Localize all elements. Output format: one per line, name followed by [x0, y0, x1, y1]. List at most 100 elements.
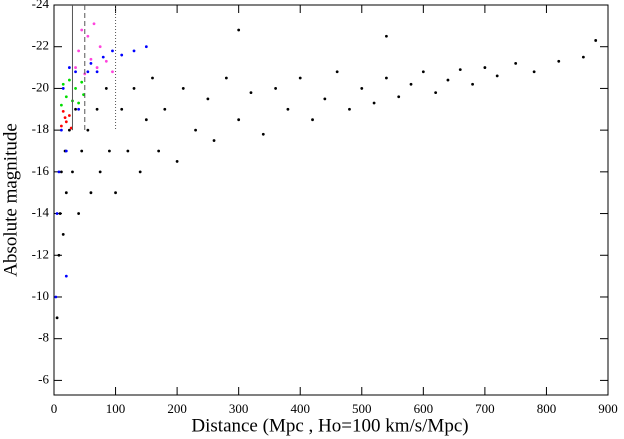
point [212, 139, 216, 142]
point [111, 70, 114, 74]
point [495, 74, 499, 78]
y-tick-label: -8 [38, 330, 49, 345]
point [74, 70, 77, 74]
point [298, 76, 302, 80]
point [59, 170, 63, 174]
point [86, 70, 90, 74]
point [458, 68, 462, 72]
y-tick-label: -12 [32, 246, 49, 261]
point [80, 28, 84, 32]
y-tick-label: -22 [32, 38, 49, 53]
point [61, 109, 65, 113]
point [77, 212, 81, 215]
point [54, 295, 58, 299]
point [132, 49, 136, 53]
point [581, 55, 585, 59]
point [77, 49, 81, 53]
point [61, 87, 65, 90]
point [89, 191, 93, 195]
y-tick-label: -20 [32, 79, 49, 94]
point [57, 170, 61, 174]
point [74, 87, 77, 90]
point [385, 34, 388, 38]
point [71, 170, 74, 174]
point [108, 149, 111, 153]
point [151, 76, 154, 80]
point [237, 118, 241, 122]
point [120, 53, 124, 57]
y-tick-label: -14 [32, 205, 50, 220]
point [67, 114, 71, 117]
point [261, 132, 265, 136]
point [514, 61, 518, 65]
y-tick-label: -6 [38, 371, 49, 386]
point [101, 55, 105, 59]
point [471, 82, 474, 86]
point [206, 97, 210, 101]
point [74, 107, 77, 111]
point [348, 107, 351, 111]
point [144, 45, 148, 49]
point [434, 91, 438, 94]
point [111, 49, 114, 53]
point [311, 118, 314, 122]
point [95, 66, 99, 69]
point [67, 128, 71, 132]
point [120, 107, 124, 111]
point [98, 45, 102, 49]
x-tick-label: 800 [537, 401, 557, 416]
point [360, 87, 364, 90]
x-tick-label: 0 [51, 401, 58, 416]
plot-frame [53, 4, 609, 396]
point [594, 39, 598, 42]
x-tick-label: 900 [598, 401, 618, 416]
point [175, 160, 179, 163]
point [181, 87, 185, 90]
point [64, 274, 68, 278]
point [286, 107, 290, 111]
point [59, 124, 63, 128]
y-tick-label: -24 [32, 0, 50, 11]
point [61, 82, 65, 86]
x-tick-label: 200 [167, 401, 187, 416]
x-tick-label: 600 [414, 401, 434, 416]
point [64, 95, 68, 99]
point [163, 107, 167, 111]
point [446, 78, 450, 82]
point [67, 66, 71, 69]
point [132, 87, 136, 90]
point [64, 191, 68, 195]
point [61, 233, 65, 236]
point [86, 128, 90, 132]
point [138, 170, 142, 174]
point [385, 76, 388, 80]
point [237, 28, 241, 32]
point [194, 128, 197, 132]
point [274, 87, 277, 90]
y-tick-label: -18 [32, 121, 49, 136]
point [89, 61, 93, 65]
point [397, 95, 401, 99]
point [80, 149, 84, 153]
point [483, 66, 487, 69]
point [57, 253, 61, 257]
point [98, 170, 102, 174]
x-axis-title: Distance (Mpc , Ho=100 km/s/Mpc) [191, 415, 468, 436]
x-tick-label: 500 [352, 401, 372, 416]
point [67, 78, 71, 82]
y-axis-title: Absolute magnitude [0, 123, 21, 277]
point [144, 118, 148, 122]
x-tick-label: 400 [290, 401, 310, 416]
point [58, 212, 62, 215]
point [409, 82, 413, 86]
point [86, 34, 90, 38]
point [249, 91, 253, 94]
point [104, 59, 108, 63]
y-tick-label: -10 [32, 288, 49, 303]
point [82, 93, 85, 97]
point [89, 57, 93, 61]
point [95, 70, 99, 74]
point [114, 191, 117, 195]
point [59, 103, 63, 107]
